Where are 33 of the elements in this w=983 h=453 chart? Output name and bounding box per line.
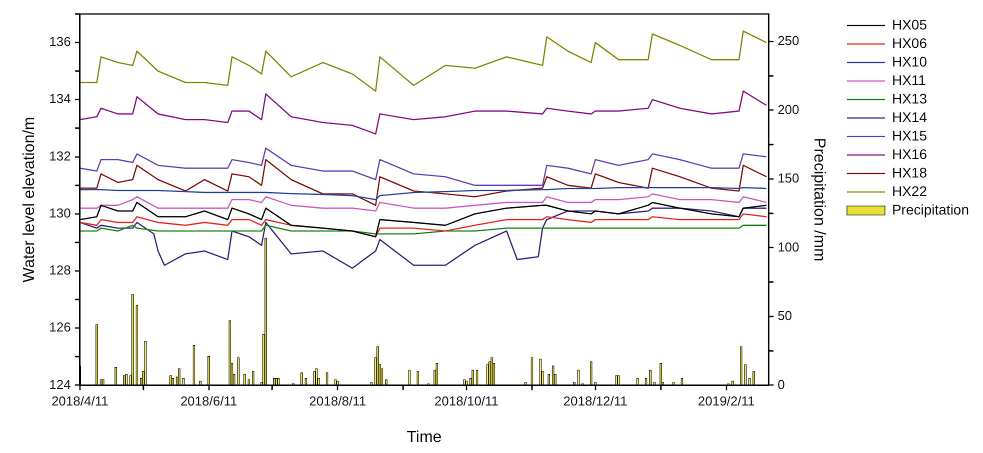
y2-tick-label: 100 [778, 239, 800, 254]
y-tick-label: 134 [49, 91, 71, 106]
legend-label: Precipitation [892, 201, 970, 218]
legend-label: HX22 [892, 182, 928, 199]
legend-label: HX06 [892, 34, 928, 51]
y-tick-label: 136 [49, 34, 71, 50]
y2-tick-label: 0 [778, 376, 785, 392]
x-tick-label: 2019/2/11 [698, 394, 755, 409]
y-tick-label: 126 [49, 320, 71, 335]
x-tick-label: 2018/10/11 [434, 394, 499, 409]
legend-label: HX05 [892, 16, 928, 32]
y2-tick-label: 50 [778, 308, 792, 324]
x-axis-title: Time [406, 428, 442, 446]
x-tick-label: 2018/4/11 [51, 394, 108, 409]
legend-label: HX13 [892, 90, 928, 106]
y2-tick-label: 150 [778, 170, 800, 186]
legend-label: HX11 [892, 72, 926, 88]
y-tick-label: 132 [49, 148, 71, 164]
y2-tick-label: 250 [778, 33, 800, 48]
y-tick-label: 128 [49, 262, 71, 278]
x-tick-label: 2018/6/11 [180, 394, 238, 409]
y2-tick-label: 200 [778, 102, 800, 117]
y-tick-label: 130 [49, 205, 71, 220]
legend-label: HX15 [892, 127, 928, 144]
y-tick-label: 124 [49, 376, 71, 392]
legend-label: HX10 [892, 53, 928, 70]
y-axis-title: Water level elevation/m [21, 116, 38, 282]
x-tick-label: 2018/8/11 [309, 394, 366, 409]
legend-label: HX14 [892, 108, 928, 125]
legend-label: HX18 [892, 164, 928, 180]
legend-label: HX16 [892, 146, 928, 162]
x-tick-label: 2018/12/11 [563, 394, 628, 409]
y2-axis-title: Precipitation /mm [810, 138, 828, 262]
